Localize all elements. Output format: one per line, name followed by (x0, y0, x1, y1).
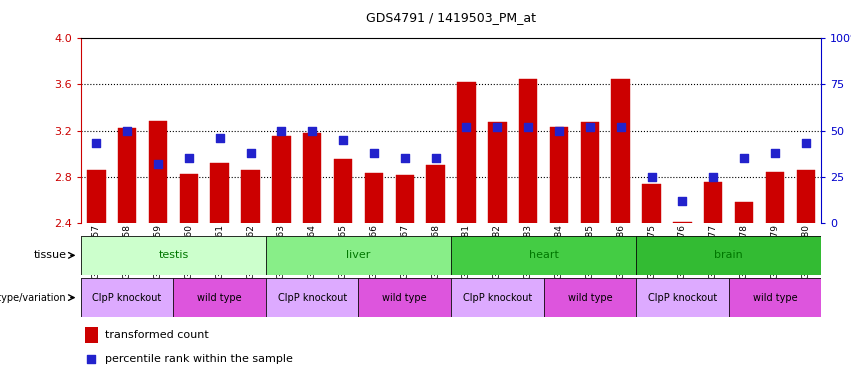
Text: wild type: wild type (752, 293, 797, 303)
Point (490, 124, 504, 130)
Point (460, 124, 473, 130)
Bar (457, 82, 476, 223)
Bar (636, 236, 821, 275)
Bar (426, 165, 445, 223)
Point (583, 124, 597, 130)
Bar (544, 278, 636, 317)
Point (398, 155, 412, 161)
Bar (728, 278, 821, 317)
Text: wild type: wild type (568, 293, 612, 303)
Bar (364, 173, 383, 223)
Bar (149, 121, 167, 223)
Point (614, 124, 627, 130)
Bar (81, 236, 266, 275)
Text: brain: brain (714, 250, 743, 260)
Text: genotype/variation: genotype/variation (0, 293, 66, 303)
Bar (797, 170, 815, 223)
Bar (580, 122, 599, 223)
Bar (519, 79, 537, 223)
Bar (117, 128, 136, 223)
Bar (550, 127, 568, 223)
Point (213, 135, 226, 141)
Point (645, 174, 659, 180)
Bar (334, 159, 352, 223)
Bar (303, 133, 322, 223)
Bar (451, 236, 636, 275)
Bar (451, 278, 544, 317)
Text: liver: liver (346, 250, 371, 260)
Text: heart: heart (528, 250, 558, 260)
Text: transformed count: transformed count (105, 331, 208, 341)
Text: wild type: wild type (382, 293, 427, 303)
Point (706, 174, 720, 180)
Text: testis: testis (158, 250, 189, 260)
Text: ClpP knockout: ClpP knockout (93, 293, 162, 303)
Point (336, 137, 350, 143)
Point (737, 155, 751, 161)
Point (89, 141, 103, 147)
Text: wild type: wild type (197, 293, 242, 303)
Bar (636, 278, 728, 317)
Text: ClpP knockout: ClpP knockout (648, 293, 717, 303)
Bar (84, 327, 98, 343)
Bar (266, 236, 451, 275)
Text: GDS4791 / 1419503_PM_at: GDS4791 / 1419503_PM_at (366, 12, 536, 25)
Point (306, 127, 319, 134)
Bar (210, 163, 229, 223)
Bar (673, 222, 692, 223)
Point (552, 127, 566, 134)
Point (367, 150, 380, 156)
Bar (180, 174, 198, 223)
Bar (272, 136, 290, 223)
Point (676, 197, 689, 204)
Text: percentile rank within the sample: percentile rank within the sample (105, 354, 293, 364)
Point (243, 150, 257, 156)
Point (182, 155, 196, 161)
Bar (643, 184, 660, 223)
Bar (174, 278, 266, 317)
Bar (358, 278, 451, 317)
Point (151, 161, 165, 167)
Point (84, 356, 98, 362)
Bar (87, 170, 106, 223)
Point (522, 124, 535, 130)
Point (429, 155, 443, 161)
Bar (81, 278, 174, 317)
Point (275, 127, 288, 134)
Point (120, 127, 134, 134)
Text: tissue: tissue (33, 250, 66, 260)
Point (799, 141, 813, 147)
Bar (242, 170, 260, 223)
Bar (766, 172, 784, 223)
Point (768, 150, 782, 156)
Bar (396, 175, 414, 223)
Bar (734, 202, 753, 223)
Bar (266, 278, 358, 317)
Text: ClpP knockout: ClpP knockout (463, 293, 532, 303)
Bar (704, 182, 722, 223)
Bar (488, 122, 506, 223)
Bar (611, 79, 630, 223)
Text: ClpP knockout: ClpP knockout (277, 293, 347, 303)
